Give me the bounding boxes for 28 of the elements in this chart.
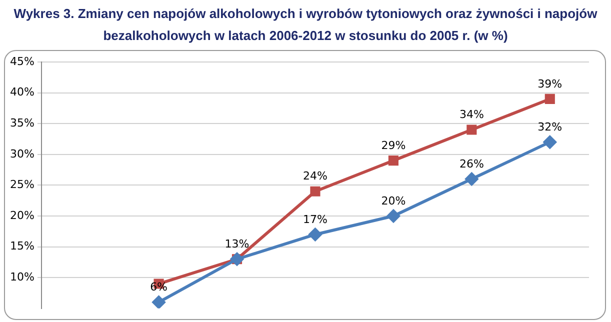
chart-title: Wykres 3. Zmiany cen napojów alkoholowych i wyrobów tytoniowych oraz żywności i napojów bezalkoholowych w latach 2006-2012 w stosunku do 2005 r. (w %) bbox=[12, 5, 598, 45]
point bbox=[465, 172, 478, 186]
data-label: 13% bbox=[224, 237, 250, 250]
y-tick-label: 35% bbox=[10, 116, 34, 130]
point bbox=[386, 210, 400, 222]
y-tick-label: 20% bbox=[10, 208, 34, 222]
y-tick-label: 10% bbox=[10, 270, 34, 284]
point bbox=[466, 124, 477, 135]
point bbox=[388, 156, 398, 166]
y-tick-label: 45% bbox=[10, 54, 34, 68]
point bbox=[543, 136, 556, 149]
y-tick-label: 40% bbox=[10, 86, 34, 99]
point bbox=[544, 94, 555, 104]
y-tick-label: 30% bbox=[10, 147, 34, 160]
data-label: 26% bbox=[459, 157, 484, 170]
data-label: 32% bbox=[538, 120, 562, 134]
data-label: 24% bbox=[303, 170, 328, 183]
data-label: 29% bbox=[381, 138, 406, 152]
point bbox=[308, 228, 322, 241]
data-label: 34% bbox=[459, 108, 484, 122]
data-label: 39% bbox=[538, 77, 562, 90]
data-label: 6% bbox=[150, 280, 168, 294]
y-tick-label: 25% bbox=[10, 178, 34, 192]
data-label: 20% bbox=[381, 194, 406, 208]
y-tick-label: 15% bbox=[10, 240, 34, 253]
data-label: 17% bbox=[303, 212, 328, 226]
point bbox=[152, 296, 166, 308]
point bbox=[310, 186, 320, 196]
